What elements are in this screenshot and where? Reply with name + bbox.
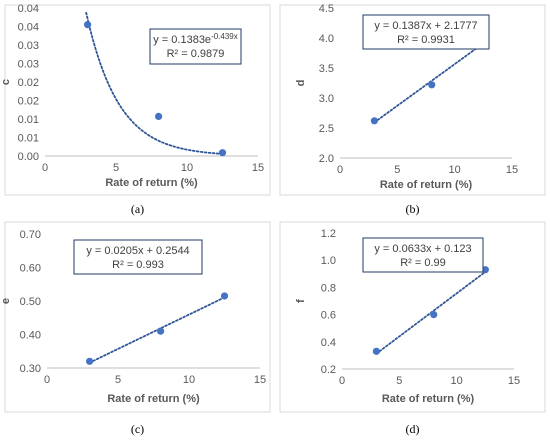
x-axis-title: Rate of return (%) [107,393,200,405]
x-tick-label: 0 [42,162,48,174]
y-tick-label: 0.00 [18,151,39,163]
x-tick-label: 15 [506,164,518,176]
y-axis-title: e [0,298,12,304]
y-tick-label: 1.2 [321,228,336,240]
y-tick-label: 0.02 [18,77,39,89]
trendline [88,296,226,364]
data-point [157,327,165,335]
y-tick-label: 0.30 [20,363,41,375]
x-tick-label: 0 [339,375,345,387]
y-tick-label: 0.70 [20,229,41,241]
x-tick-label: 5 [113,162,119,174]
y-tick-label: 0.4 [321,337,336,349]
data-point [428,81,436,89]
x-tick-label: 15 [508,375,520,387]
x-tick-label: 5 [394,164,400,176]
equation-exponent: -0.439x [211,32,238,41]
x-tick-label: 10 [451,375,463,387]
y-tick-label: 0.01 [18,133,39,145]
r-squared-label: R² = 0.99 [400,257,446,269]
r-squared-label: R² = 0.993 [112,259,164,271]
y-tick-label: 0.50 [20,296,41,308]
data-point [372,347,380,355]
y-tick-label: 0.40 [20,330,41,342]
trendline-equation: y = 0.1387x + 2.1777 [374,20,477,32]
r-squared-label: R² = 0.9879 [167,48,225,60]
data-point [218,149,227,157]
panel-label: (d) [406,422,420,436]
equation-box [73,239,203,275]
data-point [220,292,229,300]
trendline-equation: y = 0.0205x + 0.2544 [86,245,189,257]
y-tick-label: 2.0 [319,153,334,165]
r-squared-label: R² = 0.9931 [397,34,455,46]
y-tick-label: 4.5 [319,3,334,15]
trendline [85,11,224,155]
chart-panel-2: 2.0 2.5 3.0 3.5 4.0 4.5 0 5 10 15 Rate of return (… [279,3,546,216]
x-tick-label: 5 [115,374,121,386]
panel-label: (b) [406,202,420,216]
x-tick-label: 0 [44,374,50,386]
x-tick-label: 10 [181,162,193,174]
x-axis-title: Rate of return (%) [105,177,198,189]
y-tick-label: 3.0 [319,93,334,105]
chart-panel-1: 0.00 0.01 0.01 0.02 0.02 0.03 0.03 0.04 0.04 0 5 10… [0,3,271,216]
data-point [84,21,92,29]
y-tick-label: 0.02 [18,96,39,108]
x-axis-title: Rate of return (%) [380,179,473,191]
trendline-equation: y = 0.0633x + 0.123 [374,243,471,255]
data-point [86,357,94,365]
chart-panel-4: 0.2 0.4 0.6 0.8 1.0 1.2 0 5 10 15 Rate of return (… [279,221,546,436]
data-point [481,266,489,274]
y-tick-label: 4.0 [319,33,334,45]
x-tick-label: 0 [337,164,343,176]
y-tick-label: 3.5 [319,63,334,75]
y-tick-label: 0.04 [18,22,39,34]
y-tick-label: 0.2 [321,364,336,376]
y-tick-label: 0.04 [18,3,39,15]
panel-label: (c) [131,422,144,436]
data-point [155,112,163,121]
y-tick-label: 0.03 [18,40,39,52]
x-tick-label: 5 [396,375,402,387]
x-tick-label: 10 [183,374,195,386]
data-point [370,117,378,125]
y-tick-label: 0.6 [321,310,336,322]
x-tick-label: 15 [254,374,266,386]
x-tick-label: 10 [449,164,461,176]
equation-base: y = 0.1383e [153,34,211,46]
equation-box [149,28,242,65]
y-tick-label: 2.5 [319,123,334,135]
equation-box [362,237,484,273]
y-tick-label: 0.8 [321,282,336,294]
y-tick-label: 0.60 [20,263,41,275]
y-tick-label: 0.03 [18,59,39,71]
x-axis-title: Rate of return (%) [382,393,475,405]
panel-label: (a) [131,202,144,216]
y-axis-title: c [0,79,12,85]
equation-box [362,14,490,50]
y-tick-label: 0.01 [18,114,39,126]
trendline-equation: y = 0.1383e-0.439x [153,32,238,46]
data-point [430,311,438,319]
y-axis-title: f [295,299,307,303]
y-tick-label: 1.0 [321,255,336,267]
chart-panel-3: 0.30 0.40 0.50 0.60 0.70 0 5 10 15 Rate of return… [0,221,271,436]
y-axis-title: d [295,80,307,87]
x-tick-label: 15 [252,162,264,174]
